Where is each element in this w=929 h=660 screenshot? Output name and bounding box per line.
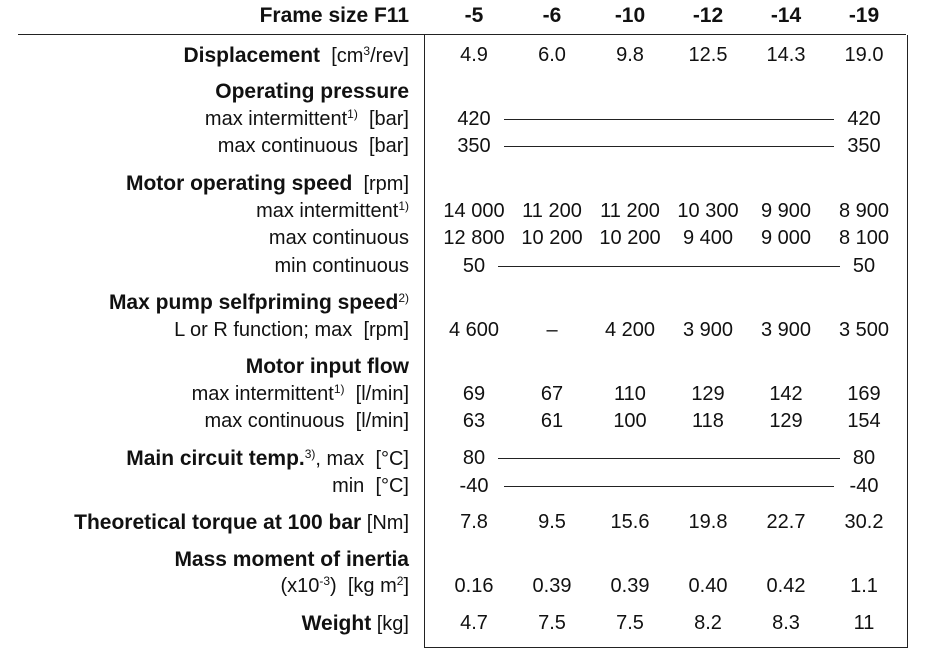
- table-cell: 0.39: [532, 575, 572, 597]
- range-line: [504, 146, 834, 147]
- table-cell: 9 000: [760, 227, 812, 249]
- table-cell: 61: [540, 410, 564, 432]
- table-cell: 8 900: [838, 200, 890, 222]
- range-line: [498, 266, 840, 267]
- table-cell: 14.3: [766, 44, 806, 66]
- column-header: -6: [542, 4, 562, 27]
- table-cell: –: [546, 319, 558, 341]
- table-cell: 4 600: [448, 319, 500, 341]
- header-divider: [18, 34, 906, 35]
- range-start-value: -40: [459, 475, 489, 497]
- table-cell: 0.42: [766, 575, 806, 597]
- table-cell: 15.6: [610, 511, 650, 533]
- table-cell: 8 100: [838, 227, 890, 249]
- table-cell: 129: [769, 410, 803, 432]
- table-cell: 10 200: [599, 227, 661, 249]
- displacement-label: Displacement [cm3/rev]: [183, 44, 410, 67]
- range-line: [504, 486, 834, 487]
- column-header: -14: [770, 4, 802, 27]
- table-cell: 129: [691, 383, 725, 405]
- torque-label: Theoretical torque at 100 bar [Nm]: [74, 511, 409, 534]
- table-cell: 22.7: [766, 511, 806, 533]
- table-cell: 19.0: [844, 44, 884, 66]
- table-cell: 12.5: [688, 44, 728, 66]
- table-cell: 69: [462, 383, 486, 405]
- table-cell: 3 900: [760, 319, 812, 341]
- table-cell: 100: [613, 410, 647, 432]
- table-cell: 6.0: [538, 44, 566, 66]
- table-cell: 10 200: [521, 227, 583, 249]
- table-cell: 3 500: [838, 319, 890, 341]
- table-cell: 154: [847, 410, 881, 432]
- column-header: -5: [464, 4, 484, 27]
- operating-pressure-heading: Operating pressure: [215, 80, 409, 103]
- range-end-value: 80: [852, 447, 876, 469]
- table-cell: 7.5: [538, 612, 566, 634]
- table-cell: 9.5: [538, 511, 566, 533]
- column-header: -10: [614, 4, 646, 27]
- range-end-value: 350: [847, 135, 881, 157]
- range-end-value: 420: [847, 108, 881, 130]
- frame-size-label: Frame size F11: [259, 4, 409, 27]
- table-cell: 3 900: [682, 319, 734, 341]
- range-line: [498, 458, 840, 459]
- table-cell: 118: [692, 410, 724, 432]
- table-cell: 0.16: [454, 575, 494, 597]
- weight-label: Weight [kg]: [301, 612, 409, 635]
- speed-max-continuous-label: max continuous: [268, 227, 409, 249]
- input-flow-heading: Motor input flow: [245, 355, 409, 378]
- table-cell: 67: [540, 383, 564, 405]
- speed-min-continuous-label: min continuous: [274, 255, 409, 277]
- table-cell: 4.9: [460, 44, 488, 66]
- table-cell: 11 200: [600, 200, 660, 222]
- table-cell: 9 400: [682, 227, 734, 249]
- table-cell: 110: [614, 383, 646, 405]
- temp-max-label: Main circuit temp.3), max [°C]: [126, 447, 409, 470]
- table-cell: 8.2: [694, 612, 722, 634]
- inertia-heading: Mass moment of inertia: [174, 548, 409, 571]
- range-line: [504, 119, 834, 120]
- table-cell: 0.39: [610, 575, 650, 597]
- range-end-value: -40: [849, 475, 879, 497]
- table-cell: 12 800: [443, 227, 505, 249]
- table-cell: 169: [847, 383, 881, 405]
- range-start-value: 80: [462, 447, 486, 469]
- selfpriming-heading: Max pump selfpriming speed2): [108, 291, 409, 314]
- temp-min-label: min [°C]: [332, 475, 409, 497]
- flow-max-intermittent-label: max intermittent1) [l/min]: [191, 382, 409, 405]
- table-cell: 142: [769, 383, 803, 405]
- table-cell: 11 200: [522, 200, 582, 222]
- table-cell: 9.8: [616, 44, 644, 66]
- values-frame: [424, 35, 908, 648]
- table-cell: 30.2: [844, 511, 884, 533]
- motor-speed-heading: Motor operating speed [rpm]: [125, 172, 409, 195]
- pressure-max-continuous-label: max continuous [bar]: [217, 135, 409, 157]
- table-cell: 0.40: [688, 575, 728, 597]
- table-cell: 19.8: [688, 511, 728, 533]
- table-cell: 8.3: [772, 612, 800, 634]
- speed-max-intermittent-label: max intermittent1): [256, 199, 409, 222]
- column-header: -19: [848, 4, 880, 27]
- table-cell: 10 300: [677, 200, 739, 222]
- table-cell: 4.7: [460, 612, 488, 634]
- range-start-value: 350: [457, 135, 491, 157]
- table-cell: 63: [462, 410, 486, 432]
- column-header: -12: [692, 4, 724, 27]
- table-cell: 4 200: [604, 319, 656, 341]
- range-end-value: 50: [852, 255, 876, 277]
- pressure-max-intermittent-label: max intermittent1) [bar]: [204, 107, 409, 130]
- table-cell: 7.8: [460, 511, 488, 533]
- flow-max-continuous-label: max continuous [l/min]: [204, 410, 409, 432]
- table-cell: 14 000: [443, 200, 505, 222]
- inertia-unit-label: (x10-3) [kg m2]: [280, 574, 409, 597]
- table-cell: 1.1: [850, 575, 878, 597]
- table-cell: 11: [853, 612, 875, 634]
- table-cell: 7.5: [616, 612, 644, 634]
- table-cell: 9 900: [760, 200, 812, 222]
- range-start-value: 50: [462, 255, 486, 277]
- selfpriming-lr-label: L or R function; max [rpm]: [174, 319, 409, 341]
- range-start-value: 420: [457, 108, 491, 130]
